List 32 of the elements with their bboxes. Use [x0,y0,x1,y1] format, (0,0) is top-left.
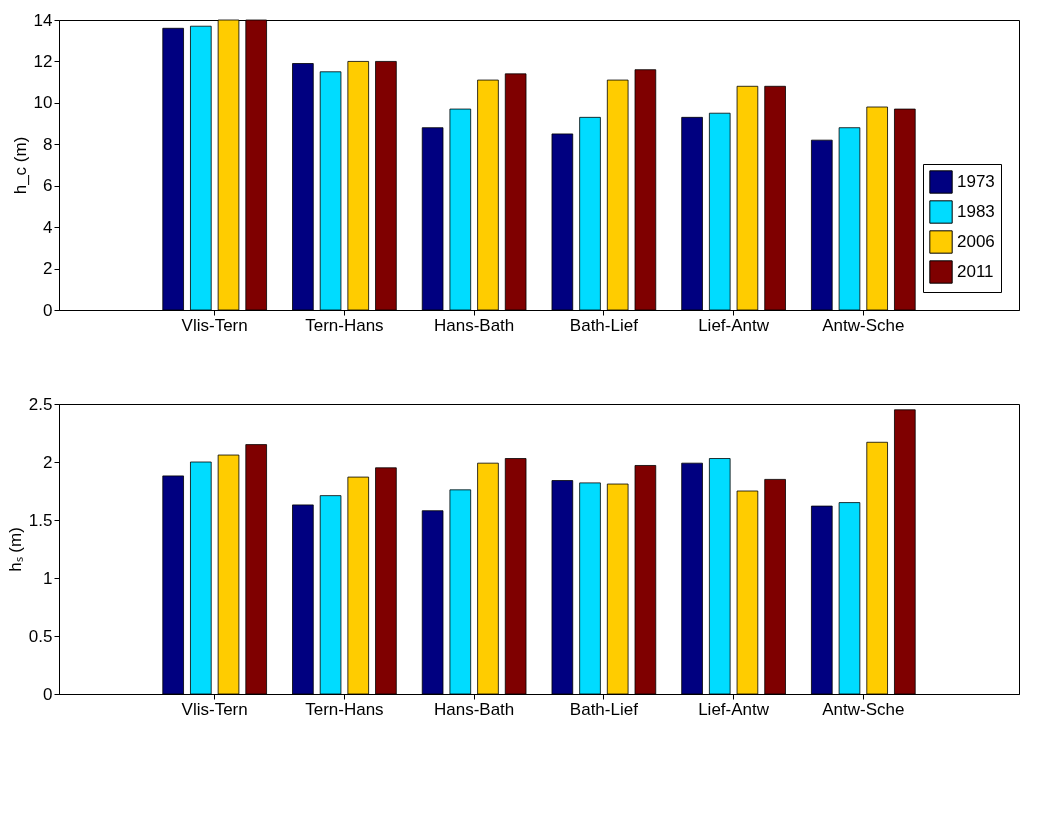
y-tick-label: 0 [43,300,53,320]
x-tick-label: Hans-Bath [433,315,515,335]
x-tick-label: Lief-Antw [698,315,770,335]
y-tick-label: 8 [43,134,53,154]
y-tick-label: 1 [43,568,53,588]
x-tick-label: Antw-Sche [822,315,905,335]
y-tick-label: 0 [43,684,53,704]
y-axis-title: hₛ (m) [5,527,25,572]
y-tick-label: 12 [33,51,53,71]
y-axis-title: h_c (m) [10,136,30,195]
legend-label: 2011 [957,262,994,281]
y-tick-label: 4 [43,217,53,237]
x-tick-label: Tern-Hans [305,699,384,719]
legend-label: 2006 [957,232,995,251]
x-tick-label: Lief-Antw [698,699,770,719]
x-tick-label: Hans-Bath [433,699,515,719]
x-tick-label: Vlis-Tern [181,699,248,719]
legend-label: 1973 [957,172,995,191]
x-tick-label: Antw-Sche [822,699,905,719]
y-tick-label: 10 [33,93,53,113]
y-tick-label: 2.5 [28,394,53,414]
y-tick-label: 14 [33,10,53,30]
y-tick-label: 6 [43,176,53,196]
y-tick-label: 0.5 [28,626,53,646]
y-tick-label: 2 [43,452,53,472]
x-tick-label: Bath-Lief [569,699,639,719]
x-tick-label: Tern-Hans [305,315,384,335]
x-tick-label: Bath-Lief [569,315,639,335]
y-tick-label: 1.5 [28,510,53,530]
y-tick-label: 2 [43,259,53,279]
legend-label: 1983 [957,202,995,221]
x-tick-label: Vlis-Tern [181,315,248,335]
